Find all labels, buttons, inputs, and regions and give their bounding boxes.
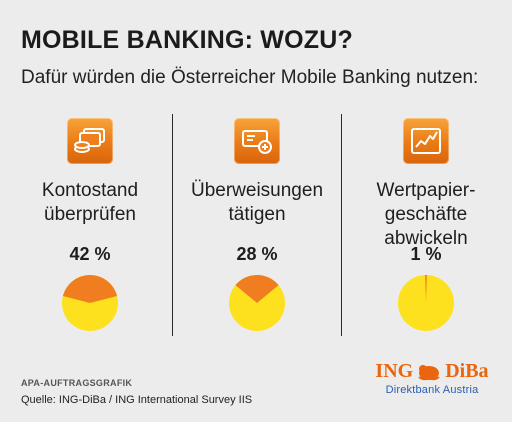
chart-subtitle: Dafür würden die Österreicher Mobile Ban… <box>21 67 479 88</box>
pie-chart <box>62 275 118 331</box>
category-label: Kontostand überprüfen <box>41 180 139 225</box>
category-label: Wertpapier- geschäfte abwickeln <box>376 180 476 249</box>
cards-coins-icon <box>67 118 113 164</box>
column-divider <box>341 114 342 336</box>
category-column: Überweisungen tätigen 28 % <box>175 118 339 331</box>
value-label: 42 % <box>69 244 111 264</box>
chart-title: MOBILE BANKING: WOZU? <box>21 26 353 54</box>
pie-chart <box>229 275 285 331</box>
stock-chart-icon <box>403 118 449 164</box>
category-label: Überweisungen tätigen <box>190 180 324 225</box>
logo-right-word: DiBa <box>445 360 489 382</box>
credit-label: APA-AUFTRAGSGRAFIK <box>21 378 133 388</box>
pie-slice-value <box>425 274 427 303</box>
source-label: Quelle: ING-DiBa / ING International Sur… <box>21 394 253 406</box>
logo-tagline: Direktbank Austria <box>385 384 479 396</box>
value-label: 28 % <box>236 244 278 264</box>
bank-transfer-icon <box>234 118 280 164</box>
lion-icon <box>418 364 440 380</box>
ing-diba-logo: ING DiBa Direktbank Austria <box>368 360 496 396</box>
value-label: 1 % <box>410 244 442 264</box>
category-column: Wertpapier- geschäfte abwickeln 1 % <box>344 118 508 331</box>
logo-left-word: ING <box>375 360 414 382</box>
column-divider <box>172 114 173 336</box>
pie-slice-value <box>235 275 279 303</box>
pie-chart <box>398 274 454 331</box>
category-column: Kontostand überprüfen 42 % <box>8 118 172 331</box>
pie-slice-value <box>62 275 118 303</box>
